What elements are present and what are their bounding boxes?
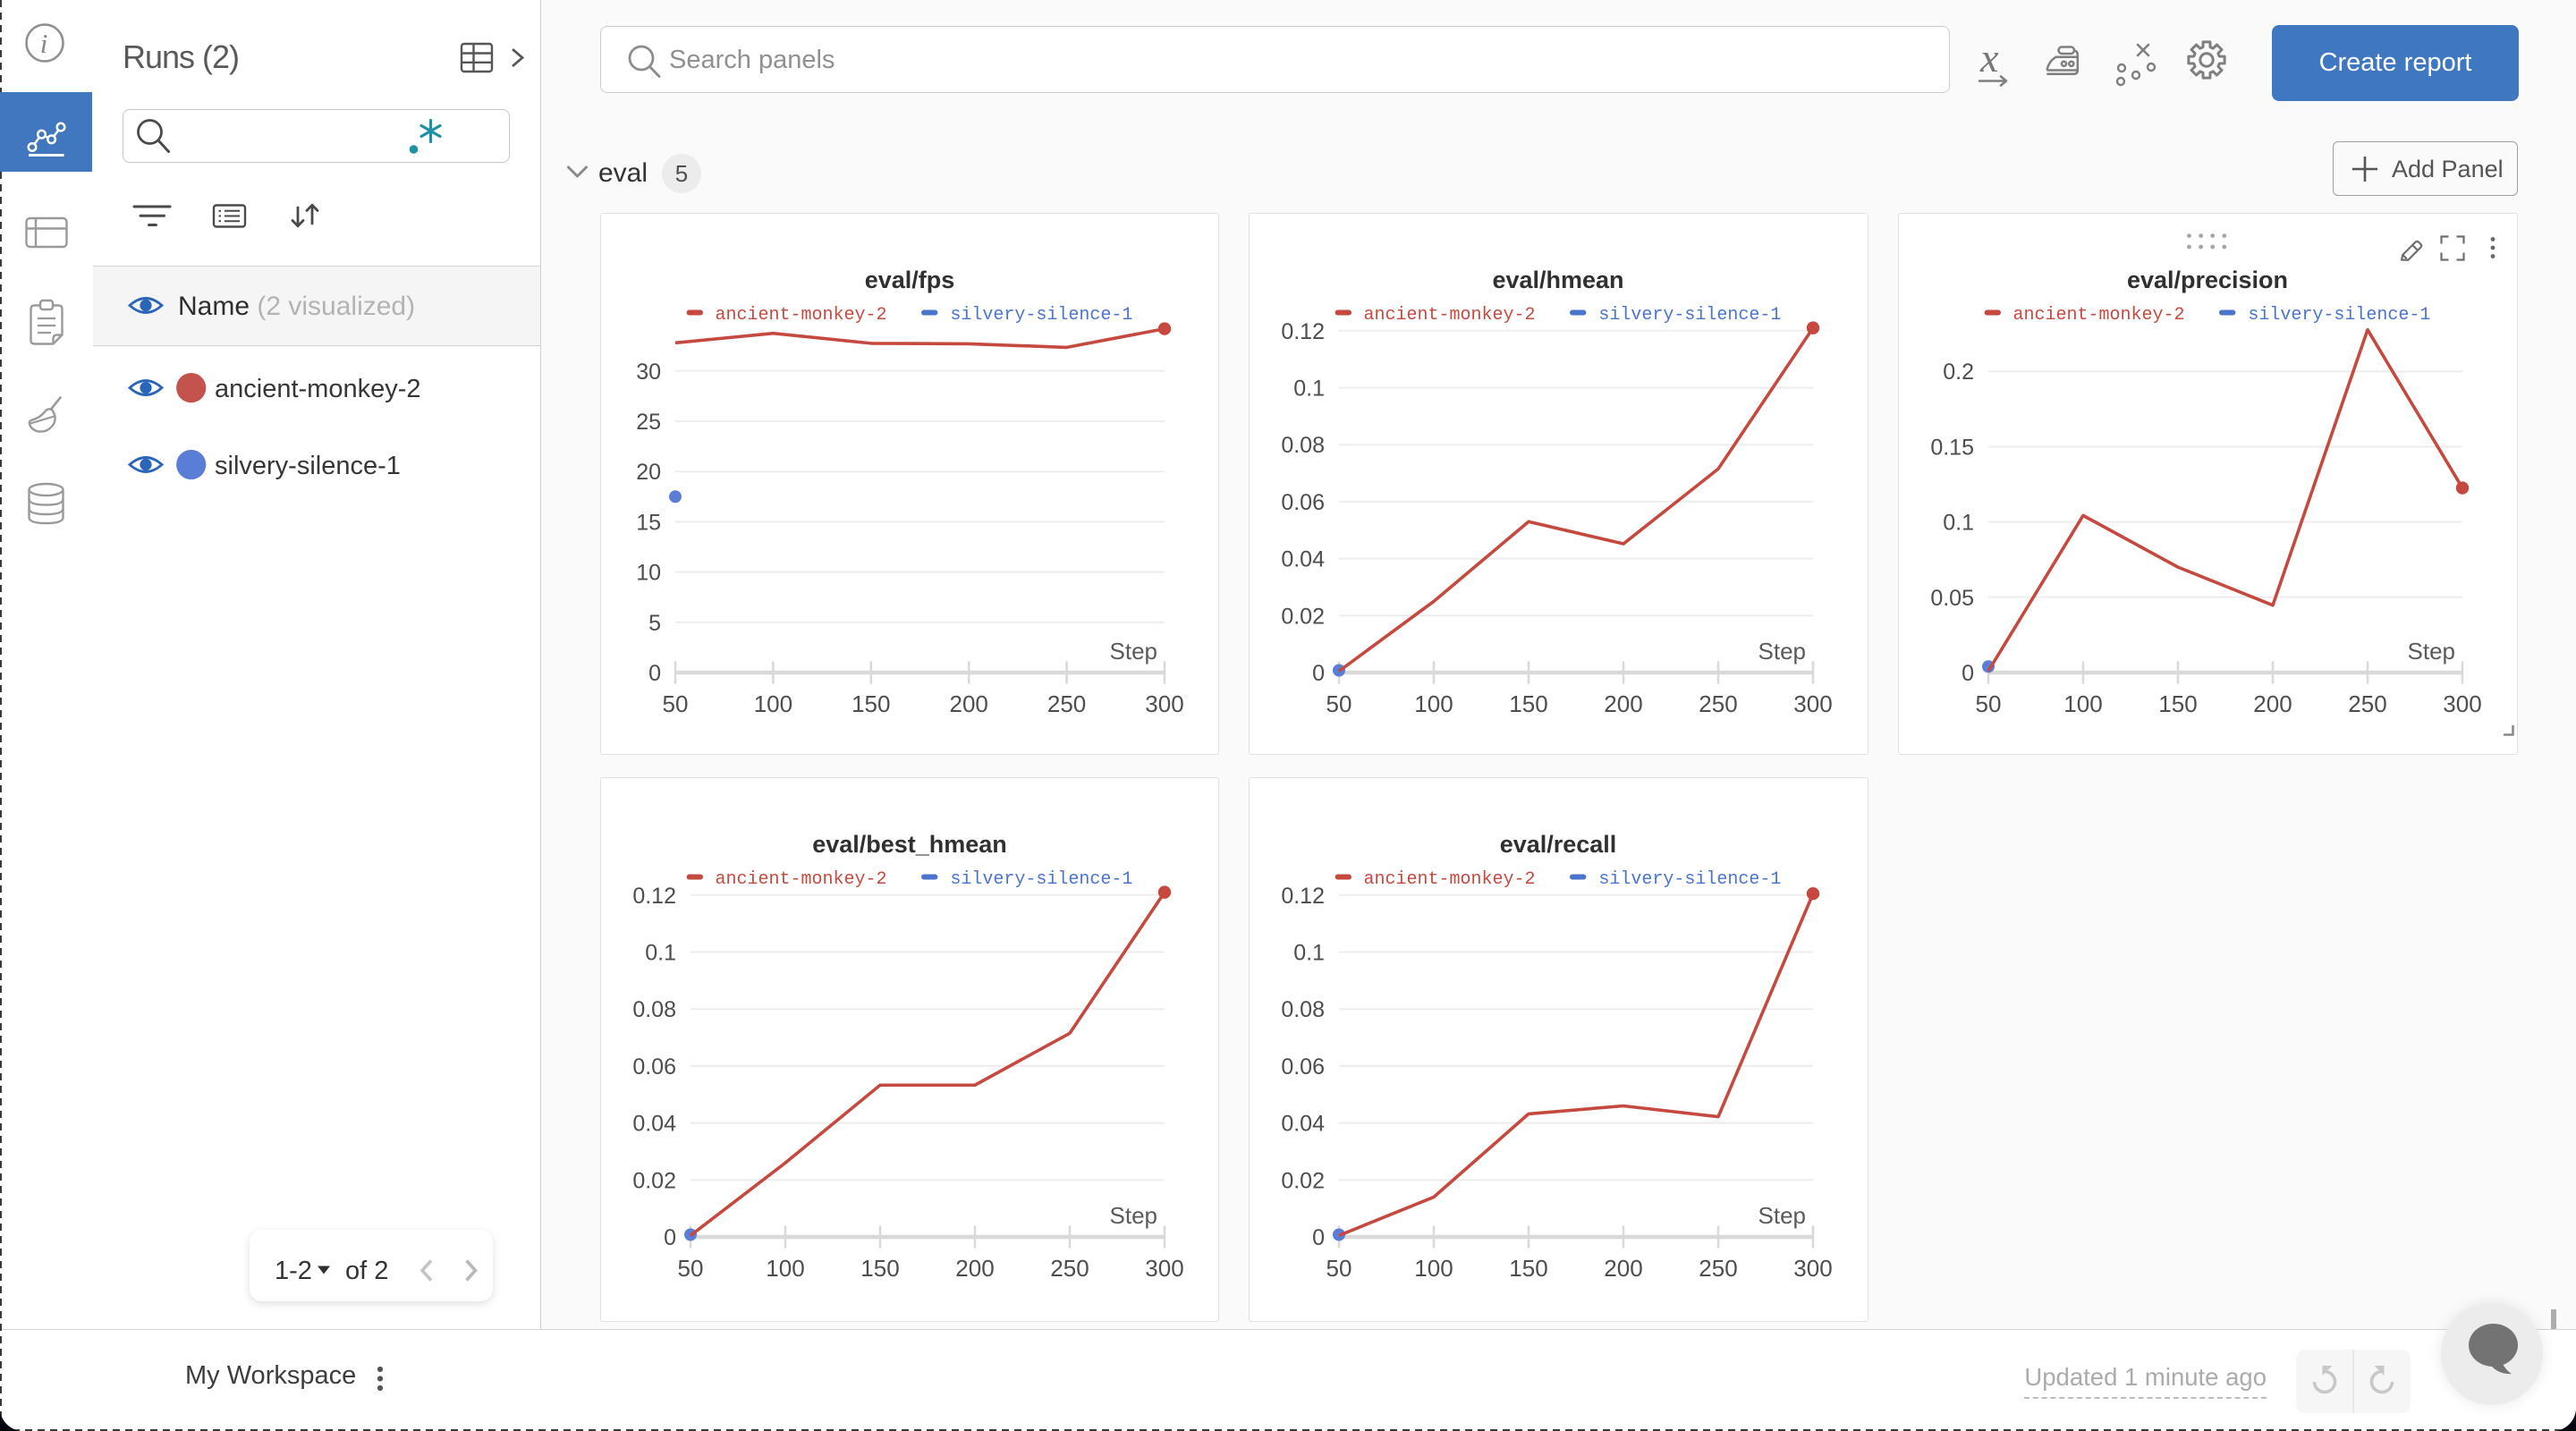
svg-text:0: 0 bbox=[1312, 661, 1325, 686]
svg-text:300: 300 bbox=[2443, 690, 2481, 717]
svg-text:0.1: 0.1 bbox=[1293, 941, 1325, 966]
svg-text:5: 5 bbox=[648, 611, 661, 636]
svg-text:0.12: 0.12 bbox=[1281, 319, 1325, 344]
svg-text:100: 100 bbox=[1414, 690, 1453, 717]
svg-text:0.04: 0.04 bbox=[1281, 1112, 1325, 1137]
svg-text:x: x bbox=[1979, 35, 1999, 80]
svg-text:ancient-monkey-2: ancient-monkey-2 bbox=[716, 305, 887, 326]
svg-text:i: i bbox=[40, 28, 48, 59]
svg-text:300: 300 bbox=[1793, 690, 1832, 717]
svg-text:250: 250 bbox=[1050, 1255, 1089, 1282]
svg-text:150: 150 bbox=[1509, 690, 1547, 717]
svg-text:0.02: 0.02 bbox=[1281, 1168, 1325, 1193]
svg-text:100: 100 bbox=[2063, 690, 2102, 717]
svg-text:Step: Step bbox=[1110, 638, 1158, 665]
svg-text:200: 200 bbox=[950, 690, 988, 717]
svg-text:50: 50 bbox=[663, 690, 689, 717]
svg-text:0: 0 bbox=[664, 1225, 676, 1250]
svg-text:0.06: 0.06 bbox=[632, 1054, 676, 1080]
svg-text:100: 100 bbox=[754, 690, 792, 717]
svg-text:silvery-silence-1: silvery-silence-1 bbox=[950, 305, 1132, 326]
svg-text:0.06: 0.06 bbox=[1281, 490, 1325, 515]
svg-text:250: 250 bbox=[1047, 690, 1086, 717]
svg-text:250: 250 bbox=[1699, 1255, 1737, 1282]
svg-text:150: 150 bbox=[2158, 690, 2197, 717]
svg-text:eval/best_hmean: eval/best_hmean bbox=[812, 831, 1007, 858]
svg-text:ancient-monkey-2: ancient-monkey-2 bbox=[1364, 869, 1536, 890]
svg-text:0.12: 0.12 bbox=[632, 884, 676, 909]
svg-text:300: 300 bbox=[1793, 1255, 1832, 1282]
svg-text:150: 150 bbox=[852, 690, 890, 717]
svg-text:Step: Step bbox=[2408, 638, 2456, 665]
svg-text:0: 0 bbox=[1962, 661, 1974, 686]
svg-text:silvery-silence-1: silvery-silence-1 bbox=[2248, 305, 2430, 326]
svg-text:Step: Step bbox=[1758, 1202, 1807, 1229]
svg-text:0.02: 0.02 bbox=[1281, 604, 1325, 629]
svg-text:0.06: 0.06 bbox=[1281, 1054, 1325, 1080]
svg-text:0.15: 0.15 bbox=[1930, 435, 1974, 460]
svg-text:0.05: 0.05 bbox=[1930, 586, 1974, 611]
svg-text:200: 200 bbox=[1604, 690, 1642, 717]
svg-text:eval/precision: eval/precision bbox=[2127, 267, 2288, 293]
svg-text:Step: Step bbox=[1110, 1202, 1158, 1229]
svg-text:0.08: 0.08 bbox=[1281, 433, 1325, 458]
svg-text:0.12: 0.12 bbox=[1281, 884, 1325, 909]
svg-text:0: 0 bbox=[1312, 1225, 1325, 1250]
svg-text:15: 15 bbox=[636, 510, 661, 535]
svg-text:200: 200 bbox=[955, 1255, 994, 1282]
svg-text:300: 300 bbox=[1145, 690, 1183, 717]
svg-text:ancient-monkey-2: ancient-monkey-2 bbox=[1364, 305, 1536, 326]
svg-text:silvery-silence-1: silvery-silence-1 bbox=[950, 869, 1132, 890]
svg-text:50: 50 bbox=[1326, 1255, 1352, 1282]
svg-text:ancient-monkey-2: ancient-monkey-2 bbox=[716, 869, 887, 890]
svg-text:0.04: 0.04 bbox=[1281, 547, 1325, 572]
svg-text:0.1: 0.1 bbox=[1293, 377, 1325, 402]
svg-text:100: 100 bbox=[1414, 1255, 1453, 1282]
svg-text:eval/hmean: eval/hmean bbox=[1492, 267, 1623, 293]
svg-text:0.2: 0.2 bbox=[1943, 360, 1974, 385]
svg-text:0.02: 0.02 bbox=[632, 1168, 676, 1193]
svg-text:50: 50 bbox=[1326, 690, 1352, 717]
svg-text:10: 10 bbox=[636, 561, 661, 586]
svg-text:200: 200 bbox=[1604, 1255, 1642, 1282]
svg-text:250: 250 bbox=[1699, 690, 1737, 717]
svg-text:30: 30 bbox=[636, 360, 661, 385]
svg-text:250: 250 bbox=[2348, 690, 2386, 717]
svg-text:ancient-monkey-2: ancient-monkey-2 bbox=[2013, 305, 2185, 326]
svg-text:eval/fps: eval/fps bbox=[865, 267, 955, 293]
svg-text:50: 50 bbox=[1976, 690, 2002, 717]
svg-text:25: 25 bbox=[636, 410, 661, 435]
svg-text:silvery-silence-1: silvery-silence-1 bbox=[1598, 305, 1781, 326]
svg-text:0.08: 0.08 bbox=[1281, 997, 1325, 1022]
svg-text:silvery-silence-1: silvery-silence-1 bbox=[1598, 869, 1781, 890]
svg-text:100: 100 bbox=[766, 1255, 804, 1282]
svg-text:0.04: 0.04 bbox=[632, 1112, 676, 1137]
svg-text:eval/recall: eval/recall bbox=[1500, 831, 1617, 858]
svg-text:200: 200 bbox=[2253, 690, 2292, 717]
svg-text:0.1: 0.1 bbox=[645, 941, 676, 966]
svg-text:Step: Step bbox=[1758, 638, 1807, 665]
svg-text:20: 20 bbox=[636, 460, 661, 485]
svg-text:0: 0 bbox=[648, 661, 661, 686]
svg-text:150: 150 bbox=[1509, 1255, 1547, 1282]
svg-text:0.1: 0.1 bbox=[1943, 511, 1974, 536]
svg-text:0.08: 0.08 bbox=[632, 997, 676, 1022]
svg-text:300: 300 bbox=[1145, 1255, 1183, 1282]
svg-text:150: 150 bbox=[860, 1255, 899, 1282]
svg-text:50: 50 bbox=[678, 1255, 704, 1282]
